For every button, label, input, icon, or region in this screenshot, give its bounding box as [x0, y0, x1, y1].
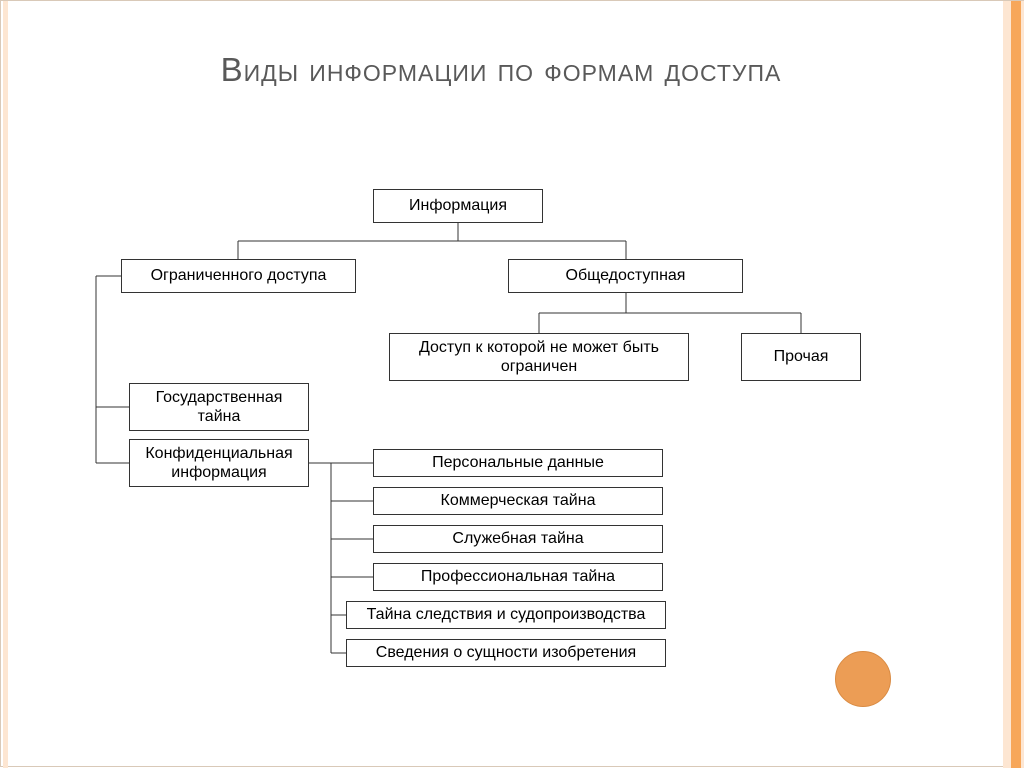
node-investigation: Тайна следствия и судопроизводства — [346, 601, 666, 629]
node-restricted: Ограниченного доступа — [121, 259, 356, 293]
node-public: Общедоступная — [508, 259, 743, 293]
accent-circle — [835, 651, 891, 707]
stripe-1 — [1003, 1, 1011, 768]
node-state: Государственная тайна — [129, 383, 309, 431]
node-other: Прочая — [741, 333, 861, 381]
node-professional: Профессиональная тайна — [373, 563, 663, 591]
node-commercial: Коммерческая тайна — [373, 487, 663, 515]
node-personal: Персональные данные — [373, 449, 663, 477]
node-unlimited: Доступ к которой не может быть ограничен — [389, 333, 689, 381]
stripe-2 — [1011, 1, 1021, 768]
node-confidential: Конфиденциальная информация — [129, 439, 309, 487]
slide: Виды информации по формам доступа Информ… — [0, 0, 1024, 767]
node-root: Информация — [373, 189, 543, 223]
left-band — [3, 1, 8, 768]
slide-title: Виды информации по формам доступа — [1, 51, 1001, 89]
node-service: Служебная тайна — [373, 525, 663, 553]
node-invention: Сведения о сущности изобретения — [346, 639, 666, 667]
